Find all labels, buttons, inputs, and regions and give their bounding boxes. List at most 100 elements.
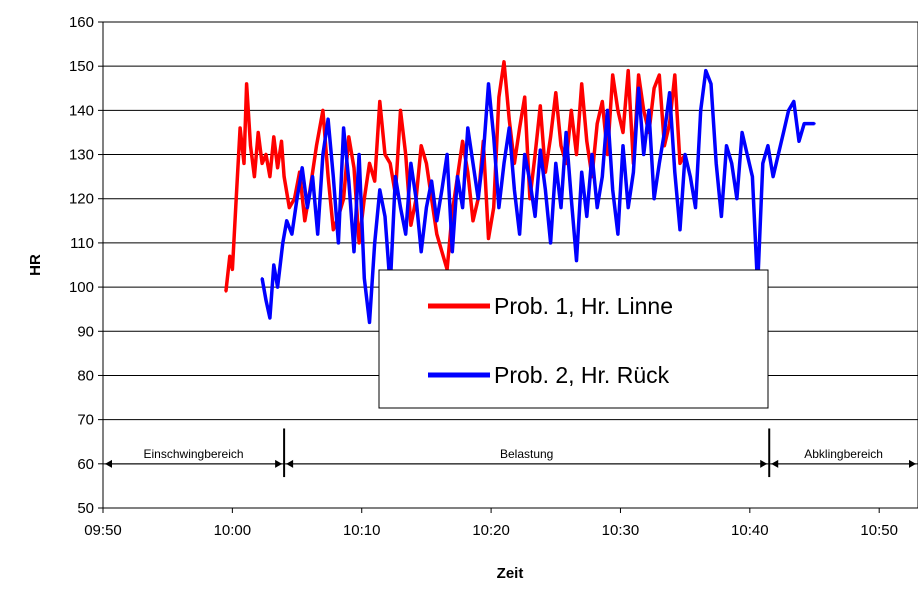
series-line-1 bbox=[224, 60, 687, 292]
series-1-point bbox=[326, 175, 330, 178]
series-1-point bbox=[658, 73, 661, 77]
series-2-point bbox=[782, 131, 785, 134]
series-2-point bbox=[699, 109, 702, 112]
series-2-point bbox=[658, 162, 661, 165]
series-2-point bbox=[482, 153, 485, 156]
region-arrow-head-right bbox=[275, 459, 283, 468]
series-1-point bbox=[242, 162, 246, 165]
series-1-point bbox=[347, 135, 350, 139]
series-1-point bbox=[260, 162, 264, 165]
series-1-point bbox=[257, 131, 260, 134]
series-1-point bbox=[596, 122, 599, 125]
series-1-point bbox=[539, 104, 542, 108]
series-1-point bbox=[518, 126, 521, 130]
series-1-point bbox=[357, 241, 361, 245]
series-1-point bbox=[342, 197, 345, 200]
x-tick-label: 10:00 bbox=[214, 522, 252, 539]
series-2-point bbox=[497, 206, 501, 209]
series-2-point bbox=[554, 162, 557, 165]
series-2-point bbox=[461, 206, 464, 209]
series-1-point bbox=[389, 162, 392, 165]
region-arrow-head-right bbox=[909, 459, 916, 468]
series-2-point bbox=[627, 206, 630, 209]
series-2-point bbox=[632, 171, 635, 174]
y-tick-label: 50 bbox=[77, 500, 94, 517]
series-2-point bbox=[621, 144, 625, 147]
series-1-point bbox=[435, 232, 438, 236]
region-annotations: Einschwingbereich Belastung Abklingbereich bbox=[105, 428, 916, 478]
series-2-point bbox=[471, 162, 475, 165]
series-1-point bbox=[235, 197, 238, 200]
series-1-point bbox=[627, 69, 630, 72]
series-2-point bbox=[311, 175, 314, 178]
series-2-point bbox=[513, 188, 516, 192]
y-tick-label: 150 bbox=[69, 58, 94, 75]
region-label: Belastung bbox=[500, 447, 553, 461]
series-1-point bbox=[502, 60, 506, 63]
x-axis-ticks: 09:50 10:00 10:10 10:20 10:30 10:40 10:50 bbox=[84, 508, 898, 539]
series-2-point bbox=[363, 277, 366, 280]
series-2-point bbox=[383, 215, 387, 218]
series-2-point bbox=[549, 241, 552, 245]
series-2-point bbox=[394, 175, 397, 178]
series-2-point bbox=[445, 153, 449, 156]
y-tick-label: 160 bbox=[69, 14, 94, 31]
series-2-point bbox=[533, 215, 537, 218]
series-2-point bbox=[368, 321, 371, 324]
series-1-point bbox=[409, 224, 413, 227]
series-1-point bbox=[497, 95, 501, 99]
series-1-point bbox=[272, 135, 275, 139]
series-1-point bbox=[461, 140, 464, 143]
series-2-point bbox=[678, 228, 682, 231]
series-1-point bbox=[528, 197, 532, 200]
series-2-point bbox=[709, 82, 713, 86]
series-2-point bbox=[606, 109, 609, 112]
series-1-point bbox=[425, 162, 428, 165]
plot-area-border bbox=[102, 21, 918, 509]
series-2-point bbox=[352, 250, 356, 253]
series-1-point bbox=[373, 179, 376, 183]
x-tick-label: 10:30 bbox=[602, 522, 640, 539]
series-1-point bbox=[471, 219, 475, 222]
series-2-point bbox=[766, 144, 770, 147]
series-2-point bbox=[808, 122, 811, 125]
series-1-point bbox=[321, 109, 325, 112]
series-1-point bbox=[611, 73, 614, 77]
series-2-point bbox=[373, 241, 376, 245]
y-tick-label: 120 bbox=[69, 191, 94, 208]
series-1-point bbox=[642, 109, 645, 112]
series-1-point bbox=[533, 153, 537, 156]
series-2-point bbox=[564, 131, 568, 134]
series-2-point bbox=[570, 197, 573, 200]
series-2-point bbox=[704, 69, 707, 72]
y-axis-label: HR bbox=[27, 254, 44, 276]
series-1-point bbox=[523, 95, 526, 99]
series-1-point bbox=[303, 219, 306, 222]
series-2-point bbox=[316, 232, 319, 236]
series-2-point bbox=[502, 162, 506, 165]
y-tick-label: 90 bbox=[77, 323, 94, 340]
series-1-point bbox=[601, 100, 604, 103]
series-2-point bbox=[378, 188, 381, 192]
series-1-point bbox=[404, 153, 407, 156]
series-2-point bbox=[290, 232, 294, 236]
region-label: Einschwingbereich bbox=[144, 447, 244, 461]
series-2-point bbox=[326, 118, 330, 121]
series-2-point bbox=[477, 197, 480, 200]
region-arrow-head-right bbox=[760, 459, 768, 468]
series-2-point bbox=[435, 219, 438, 222]
series-2-point bbox=[771, 175, 775, 178]
series-2-point bbox=[751, 175, 754, 178]
series-1-point bbox=[352, 166, 356, 169]
series-2-point bbox=[683, 153, 687, 156]
series-1-point bbox=[238, 126, 242, 130]
legend-box bbox=[378, 269, 769, 409]
region-arrow-head-left bbox=[771, 459, 779, 468]
series-2-point bbox=[409, 162, 413, 165]
x-tick-label: 09:50 bbox=[84, 522, 122, 539]
grid-lines bbox=[103, 21, 918, 509]
series-2-point bbox=[813, 122, 816, 125]
y-tick-label: 70 bbox=[77, 412, 94, 429]
series-2-point bbox=[585, 215, 588, 218]
